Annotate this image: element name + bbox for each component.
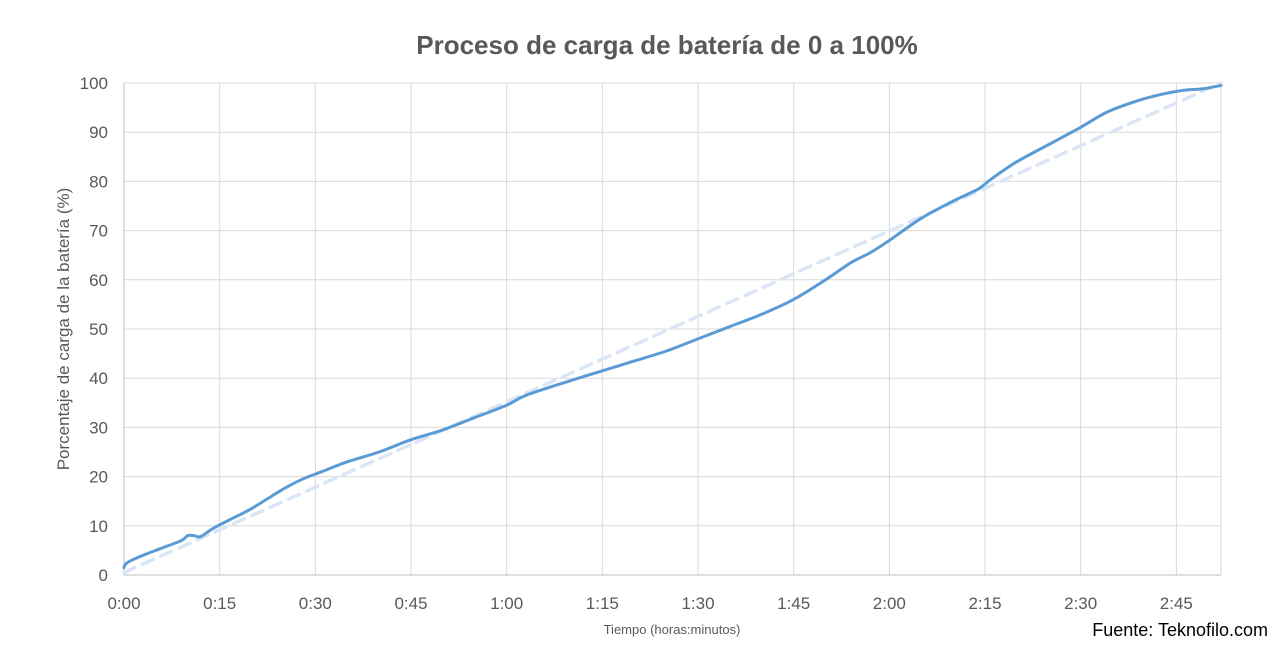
y-tick-label: 0: [99, 566, 108, 585]
y-tick-label: 10: [89, 517, 108, 536]
grid: [124, 82, 1222, 575]
y-tick-label: 20: [89, 468, 108, 487]
y-axis-label: Porcentaje de carga de la batería (%): [54, 188, 73, 471]
y-tick-label: 50: [89, 320, 108, 339]
x-tick-label: 0:00: [107, 594, 140, 613]
y-tick-label: 30: [89, 418, 108, 437]
y-tick-label: 100: [80, 74, 108, 93]
axes: [123, 83, 1221, 576]
trend-line-dashed: [122, 81, 1223, 575]
x-tick-label: 1:00: [490, 594, 523, 613]
y-tick-label: 40: [89, 369, 108, 388]
y-tick-label: 60: [89, 271, 108, 290]
x-tick-label: 1:30: [681, 594, 714, 613]
series: [122, 81, 1223, 575]
chart-title: Proceso de carga de batería de 0 a 100%: [416, 30, 917, 60]
x-tick-label: 0:45: [394, 594, 427, 613]
x-tick-label: 2:30: [1064, 594, 1097, 613]
x-tick-label: 1:45: [777, 594, 810, 613]
x-tick-label: 1:15: [586, 594, 619, 613]
y-tick-label: 70: [89, 222, 108, 241]
x-tick-label: 0:30: [299, 594, 332, 613]
x-tick-label: 2:00: [873, 594, 906, 613]
source-text: Fuente: Teknofilo.com: [1092, 620, 1268, 640]
series-line-charge: [122, 83, 1223, 570]
y-tick-label: 90: [89, 123, 108, 142]
tick-labels: 0 10 20 30 40 50 60 70 80 90 100 0:00 0:15 0:30 0:45 1:…: [80, 74, 1193, 613]
x-tick-label: 0:15: [203, 594, 236, 613]
x-tick-label: 2:15: [968, 594, 1001, 613]
x-axis-label: Tiempo (horas:minutos): [604, 622, 741, 637]
x-tick-label: 2:45: [1160, 594, 1193, 613]
y-tick-label: 80: [89, 172, 108, 191]
